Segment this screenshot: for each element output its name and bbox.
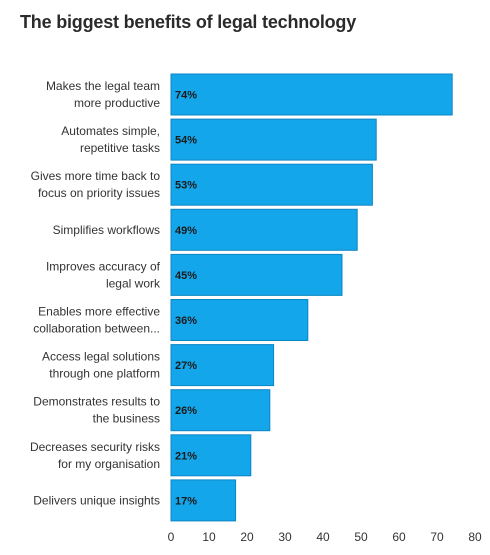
bar — [170, 208, 358, 251]
category-label: Automates simple, — [61, 124, 160, 138]
category-label: Enables more effective — [38, 305, 160, 319]
category-label: Delivers unique insights — [33, 493, 160, 507]
category-label: Decreases security risks — [30, 440, 160, 454]
category-label: Improves accuracy of — [46, 259, 161, 273]
category-label: legal work — [106, 276, 161, 290]
category-label: through one platform — [49, 367, 160, 381]
x-tick-label: 70 — [430, 530, 444, 544]
data-label: 21% — [175, 450, 197, 462]
data-label: 26% — [175, 405, 197, 417]
bar — [170, 344, 275, 387]
category-label: focus on priority issues — [38, 186, 160, 200]
x-tick-label: 30 — [278, 530, 292, 544]
bar — [170, 389, 271, 432]
bar — [170, 118, 377, 161]
data-label: 45% — [175, 270, 197, 282]
bar — [170, 73, 453, 116]
x-tick-label: 0 — [168, 530, 175, 544]
category-label: more productive — [74, 96, 160, 110]
x-tick-label: 80 — [468, 530, 482, 544]
category-label: the business — [93, 412, 160, 426]
x-tick-label: 10 — [202, 530, 216, 544]
category-label: Access legal solutions — [42, 350, 160, 364]
data-label: 53% — [175, 180, 197, 192]
x-tick-label: 60 — [392, 530, 406, 544]
bar — [170, 434, 252, 477]
category-label: Makes the legal team — [46, 79, 160, 93]
x-tick-label: 20 — [240, 530, 254, 544]
data-label: 54% — [175, 135, 197, 147]
category-label: for my organisation — [58, 457, 160, 471]
x-tick-label: 40 — [316, 530, 330, 544]
bar — [170, 299, 309, 341]
x-tick-label: 50 — [354, 530, 368, 544]
data-label: 49% — [175, 225, 197, 237]
data-label: 74% — [175, 90, 197, 102]
category-label: Simplifies workflows — [53, 223, 160, 237]
category-label: Demonstrates results to — [33, 395, 160, 409]
data-label: 27% — [175, 360, 197, 372]
data-label: 36% — [175, 315, 197, 327]
chart-title: The biggest benefits of legal technology — [20, 12, 357, 32]
category-label: collaboration between... — [33, 322, 160, 336]
bar — [170, 479, 237, 522]
data-label: 17% — [175, 495, 197, 507]
category-label: repetitive tasks — [80, 141, 160, 155]
category-label: Gives more time back to — [31, 169, 161, 183]
bar — [170, 163, 373, 206]
bar — [170, 253, 343, 296]
